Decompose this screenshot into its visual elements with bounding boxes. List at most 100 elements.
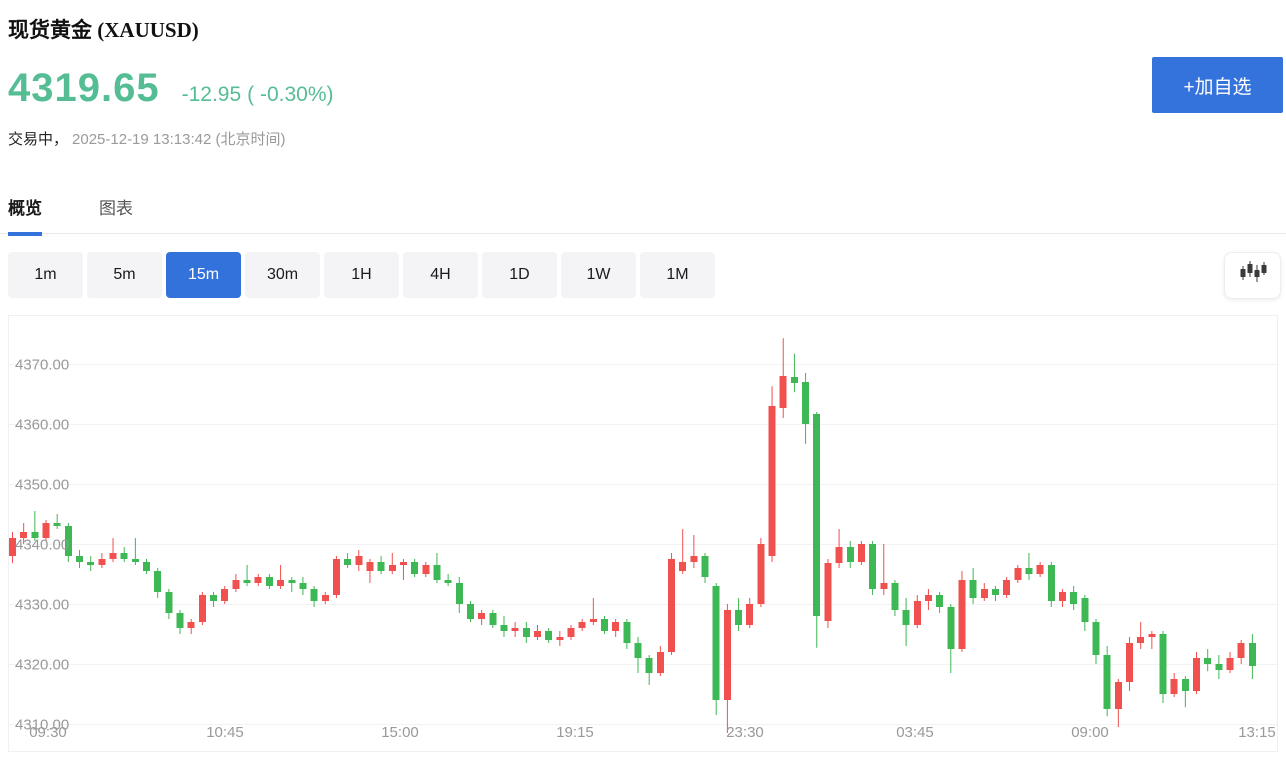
candle <box>835 529 843 568</box>
y-axis-label: 4370.00 <box>15 357 69 374</box>
add-watchlist-button[interactable]: +加自选 <box>1152 57 1283 113</box>
candle <box>1237 640 1245 664</box>
candle <box>98 553 106 568</box>
candle <box>980 583 988 601</box>
candle <box>444 574 452 586</box>
candle <box>589 598 597 625</box>
candle <box>1047 562 1055 607</box>
timeframe-button-15m[interactable]: 15m <box>166 252 241 298</box>
candle <box>53 514 61 529</box>
y-axis-label: 4320.00 <box>15 657 69 674</box>
candle <box>1181 676 1189 708</box>
candle <box>1081 595 1089 631</box>
change-percent: ( -0.30%) <box>247 83 334 106</box>
candle <box>802 373 810 444</box>
candle <box>9 532 16 564</box>
candle <box>578 619 586 631</box>
x-axis-label: 10:45 <box>206 724 244 741</box>
timeframe-button-1m[interactable]: 1m <box>8 252 83 298</box>
tab-overview[interactable]: 概览 <box>8 194 42 236</box>
quote-timestamp: 2025-12-19 13:13:42 (北京时间) <box>72 131 286 148</box>
candle <box>131 538 139 565</box>
candle <box>813 412 821 648</box>
x-axis-label: 13:15 <box>1238 724 1276 741</box>
candle <box>969 568 977 604</box>
candle <box>87 556 95 571</box>
trading-status-label: 交易中， <box>8 131 69 148</box>
candle <box>1114 679 1122 727</box>
price-row: 4319.65 -12.95( -0.30%) <box>8 66 334 111</box>
tab-chart[interactable]: 图表 <box>99 199 133 218</box>
candle <box>712 583 720 715</box>
candle <box>824 559 832 628</box>
candle <box>567 625 575 640</box>
candle <box>1036 562 1044 577</box>
timeframe-button-1m[interactable]: 1M <box>640 252 715 298</box>
candle <box>690 535 698 568</box>
candle <box>1215 655 1223 679</box>
timeframe-button-30m[interactable]: 30m <box>245 252 320 298</box>
candle <box>735 598 743 631</box>
candle <box>891 580 899 616</box>
gridline <box>9 424 1277 425</box>
candle <box>533 625 541 640</box>
gridline <box>9 604 1277 605</box>
candle <box>42 520 50 541</box>
candle <box>869 541 877 595</box>
candle <box>120 547 128 562</box>
candle <box>455 577 463 613</box>
candle <box>1159 631 1167 703</box>
candle <box>344 553 352 568</box>
chart-style-button[interactable] <box>1224 252 1281 299</box>
gridline <box>9 364 1277 365</box>
timeframe-button-1d[interactable]: 1D <box>482 252 557 298</box>
candlestick-chart[interactable]: 4370.00 4360.00 4350.00 4340.00 4330.00 4320.… <box>8 315 1278 752</box>
tab-bar: 概览 图表 <box>0 194 1286 236</box>
candle <box>757 538 765 607</box>
candle <box>1148 631 1156 649</box>
candle <box>76 550 84 568</box>
candle <box>1248 634 1256 679</box>
candle <box>1204 649 1212 672</box>
timeframe-button-1w[interactable]: 1W <box>561 252 636 298</box>
candle <box>1103 646 1111 717</box>
candle <box>634 637 642 673</box>
candle <box>377 556 385 574</box>
candle <box>399 559 407 580</box>
candle <box>254 574 262 586</box>
candle <box>1226 652 1234 673</box>
timeframe-button-5m[interactable]: 5m <box>87 252 162 298</box>
candle <box>846 541 854 568</box>
candle <box>511 622 519 637</box>
timeframe-button-4h[interactable]: 4H <box>403 252 478 298</box>
y-axis-label: 4330.00 <box>15 597 69 614</box>
candlestick-chart-icon <box>1238 258 1268 293</box>
instrument-name: 现货黄金 <box>8 19 92 42</box>
candle <box>299 577 307 595</box>
candle <box>198 592 206 625</box>
candle <box>288 577 296 592</box>
page-title: 现货黄金 (XAUUSD) <box>8 14 199 44</box>
candle <box>500 616 508 637</box>
x-axis-label: 09:00 <box>1071 724 1109 741</box>
x-axis-label: 23:30 <box>726 724 764 741</box>
timeframe-toolbar: 1m 5m 15m 30m 1H 4H 1D 1W 1M <box>8 252 715 298</box>
candle <box>545 628 553 643</box>
candle <box>601 616 609 634</box>
x-axis-label: 15:00 <box>381 724 419 741</box>
candle <box>210 592 218 607</box>
candle <box>679 529 687 574</box>
candle <box>902 598 910 646</box>
candle <box>187 619 195 634</box>
candle <box>1058 589 1066 607</box>
candle <box>154 568 162 598</box>
timeframe-button-1h[interactable]: 1H <box>324 252 399 298</box>
market-status: 交易中， 2025-12-19 13:13:42 (北京时间) <box>8 128 285 149</box>
candle <box>388 553 396 574</box>
gridline <box>9 544 1277 545</box>
candle <box>790 353 798 393</box>
instrument-symbol: (XAUUSD) <box>92 18 199 42</box>
candle <box>221 586 229 604</box>
candle <box>958 571 966 652</box>
candle <box>1193 652 1201 694</box>
